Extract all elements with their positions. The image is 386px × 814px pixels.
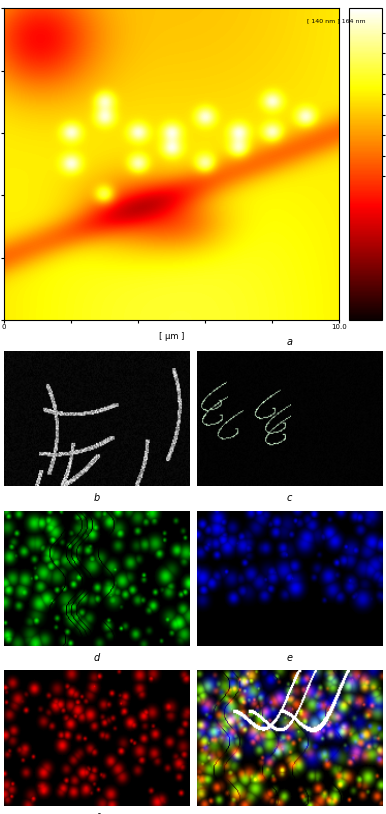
- Text: e: e: [286, 653, 293, 663]
- Text: d: d: [93, 653, 100, 663]
- Text: f: f: [95, 812, 98, 814]
- X-axis label: [ μm ]: [ μm ]: [159, 332, 184, 341]
- Text: [ 140 nm ] 164 nm: [ 140 nm ] 164 nm: [306, 19, 365, 24]
- Text: a: a: [286, 337, 293, 347]
- Text: c: c: [287, 493, 292, 503]
- Text: g: g: [286, 812, 293, 814]
- Text: b: b: [93, 493, 100, 503]
